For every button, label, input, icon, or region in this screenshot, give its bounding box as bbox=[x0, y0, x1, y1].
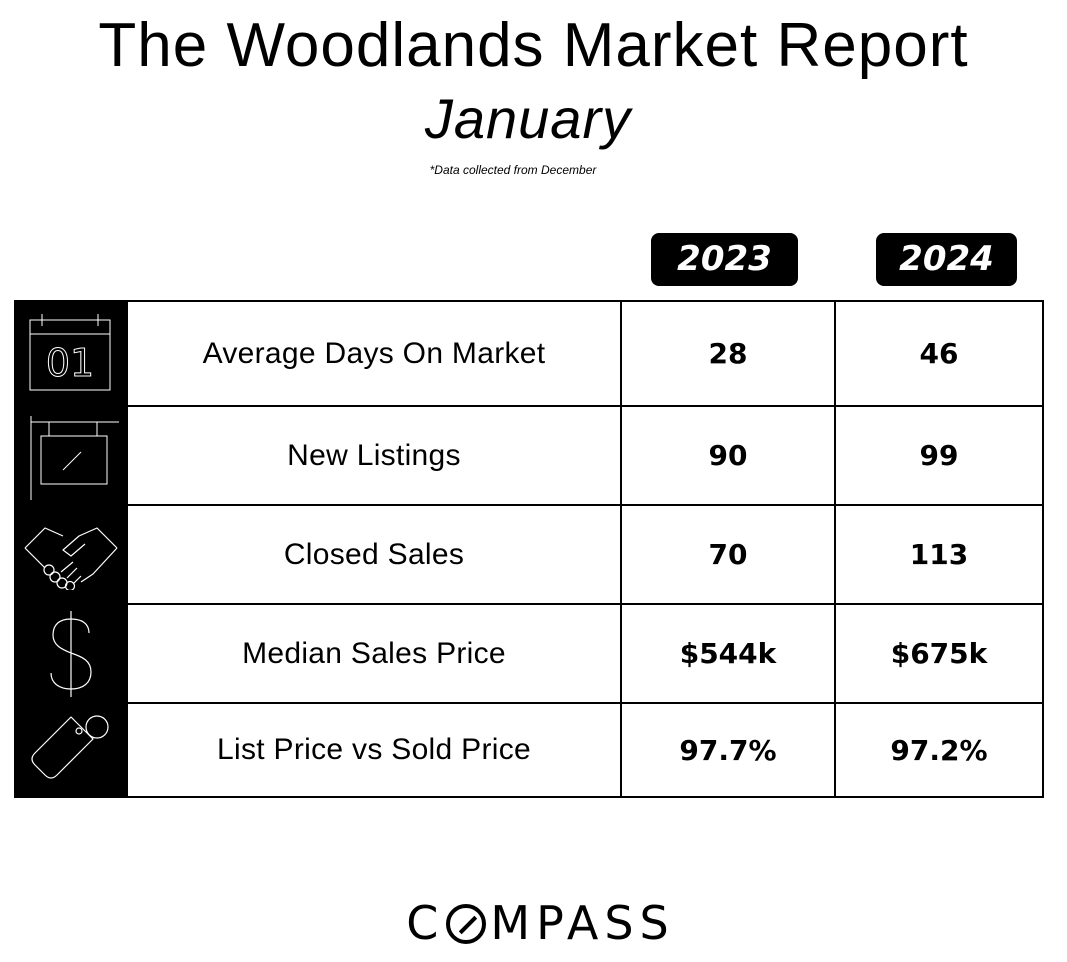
calendar-icon: 01 bbox=[29, 313, 111, 390]
logo-text-start: C bbox=[406, 896, 445, 950]
handshake-icon bbox=[24, 526, 118, 590]
value-2023: 97.7% bbox=[620, 702, 836, 798]
value-2023: 90 bbox=[620, 405, 836, 506]
stats-table: 01 Average Days On Market 28 46 New List… bbox=[14, 300, 1044, 798]
table-row: 01 Average Days On Market 28 46 bbox=[14, 300, 1044, 407]
data-source-note: *Data collected from December bbox=[429, 163, 597, 177]
row-label: Closed Sales bbox=[126, 504, 622, 605]
row-label: Median Sales Price bbox=[126, 603, 622, 704]
value-2023: $544k bbox=[620, 603, 836, 704]
value-2023: 28 bbox=[620, 300, 836, 407]
report-month: January bbox=[424, 87, 632, 150]
year-badge-2024: 2024 bbox=[876, 233, 1017, 286]
logo-text-end: MPASS bbox=[490, 896, 675, 950]
table-row: Closed Sales 70 113 bbox=[14, 504, 1044, 605]
row-label: Average Days On Market bbox=[126, 300, 622, 407]
value-2023: 70 bbox=[620, 504, 836, 605]
svg-text:01: 01 bbox=[46, 341, 94, 385]
table-row: Median Sales Price $544k $675k bbox=[14, 603, 1044, 704]
row-label: List Price vs Sold Price bbox=[126, 702, 622, 798]
value-2024: 99 bbox=[834, 405, 1044, 506]
value-2024: 97.2% bbox=[834, 702, 1044, 798]
price-tag-icon bbox=[31, 715, 109, 779]
year-badge-2023: 2023 bbox=[651, 233, 798, 286]
row-label: New Listings bbox=[126, 405, 622, 506]
report-title: The Woodlands Market Report bbox=[98, 11, 969, 80]
value-2024: 46 bbox=[834, 300, 1044, 407]
hanging-sign-icon bbox=[30, 415, 119, 500]
table-row: New Listings 90 99 bbox=[14, 405, 1044, 506]
compass-logo: C MPASS bbox=[0, 893, 1067, 953]
value-2024: 113 bbox=[834, 504, 1044, 605]
dollar-icon bbox=[50, 610, 92, 697]
value-2024: $675k bbox=[834, 603, 1044, 704]
compass-o-mark-icon bbox=[446, 904, 487, 944]
table-row: List Price vs Sold Price 97.7% 97.2% bbox=[14, 702, 1044, 798]
